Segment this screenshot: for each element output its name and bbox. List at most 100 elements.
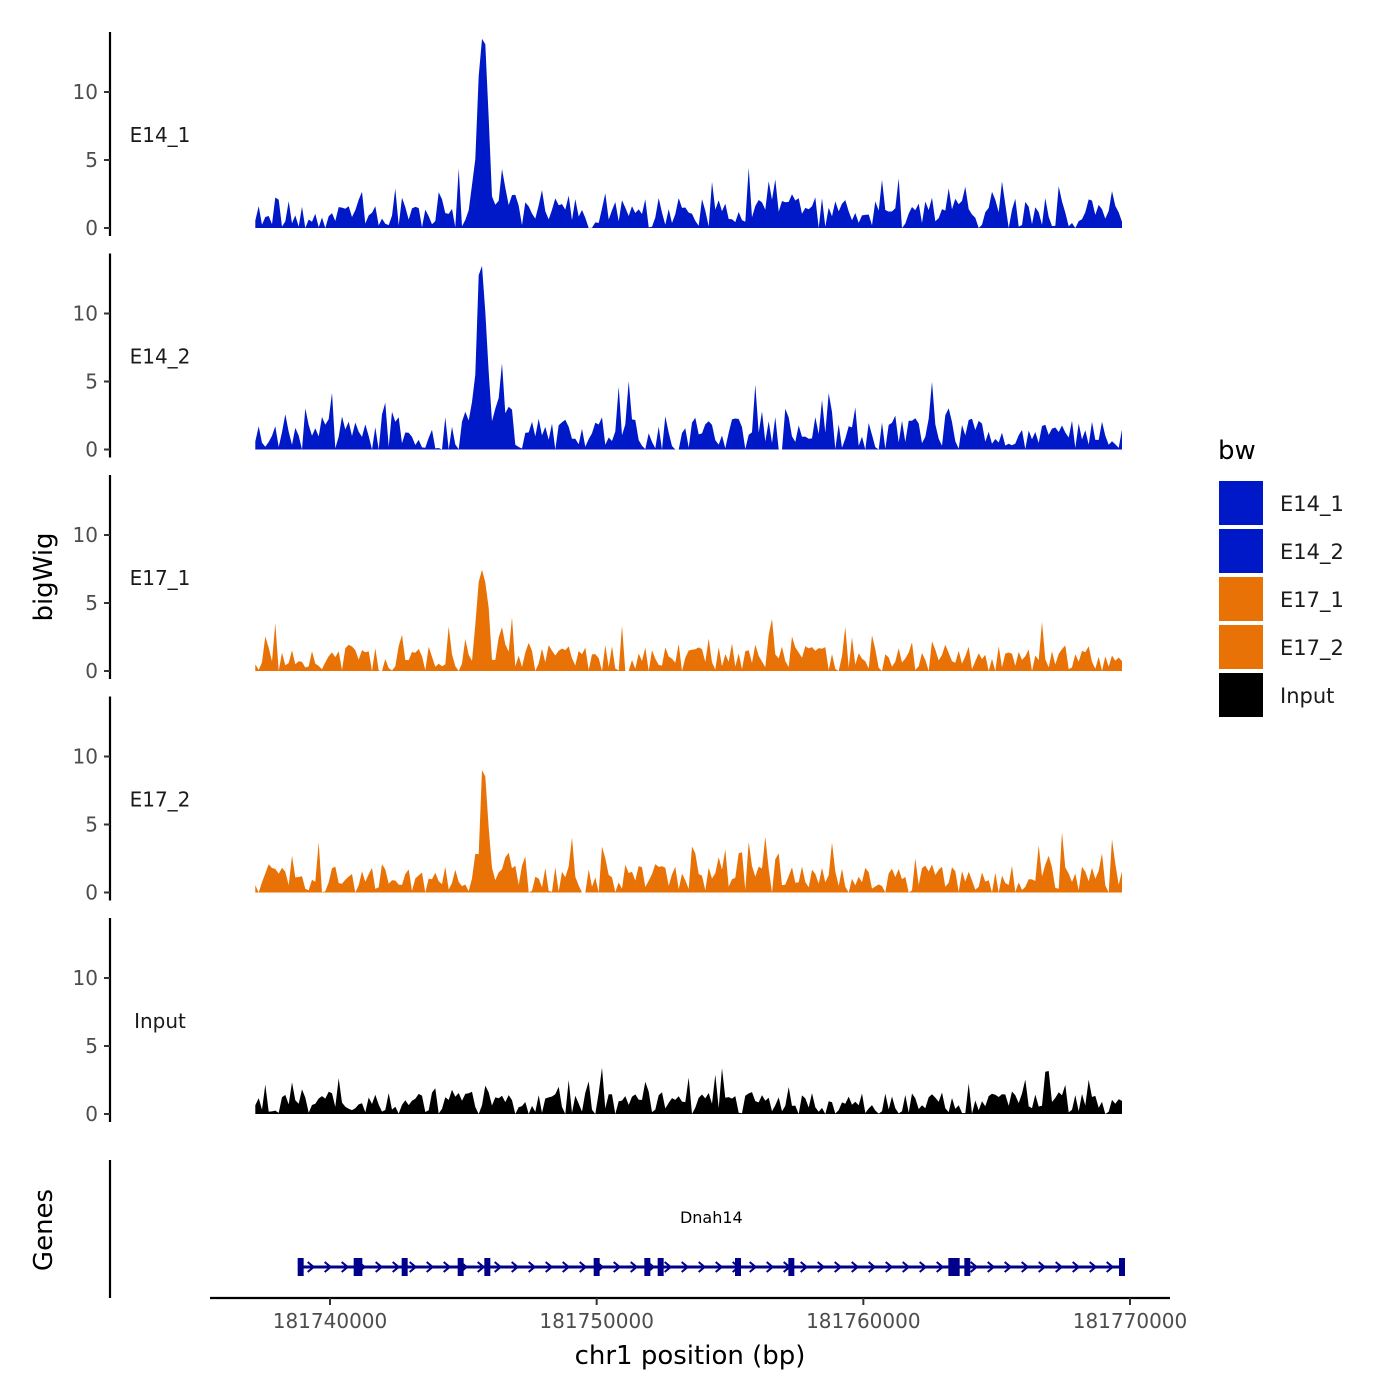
legend-label: E17_1 bbox=[1280, 588, 1344, 613]
x-axis-title: chr1 position (bp) bbox=[575, 1341, 806, 1371]
gene-name-label: Dnah14 bbox=[680, 1208, 743, 1227]
x-tick-label: 181750000 bbox=[539, 1309, 654, 1333]
legend-label: E14_2 bbox=[1280, 540, 1344, 565]
track-label: E17_2 bbox=[130, 788, 191, 812]
legend-key-Input bbox=[1217, 671, 1265, 719]
y-tick-label: 0 bbox=[85, 881, 98, 905]
x-tick-label: 181740000 bbox=[273, 1309, 388, 1333]
strand-chevron bbox=[409, 1261, 418, 1273]
track-E17_2: 0 5 10 E17_2 bbox=[73, 696, 1123, 905]
legend-label: Input bbox=[1280, 684, 1334, 708]
strand-chevron bbox=[1089, 1261, 1098, 1273]
strand-chevron bbox=[885, 1261, 894, 1273]
strand-chevron bbox=[715, 1261, 724, 1273]
track-E14_2: 0 5 10 E14_2 bbox=[73, 253, 1123, 462]
strand-chevron bbox=[562, 1261, 571, 1273]
legend-title: bw bbox=[1218, 436, 1256, 466]
legend-key-E14_1 bbox=[1217, 479, 1265, 527]
legend: bw E14_1 E14_2 E17_1 E17_2 Input bbox=[1217, 436, 1344, 719]
genes-axis-title: Genes bbox=[29, 1189, 59, 1271]
strand-chevron bbox=[749, 1261, 758, 1273]
strand-chevron bbox=[528, 1261, 537, 1273]
exon bbox=[593, 1258, 600, 1276]
signal-area-E17_1 bbox=[255, 569, 1123, 671]
strand-chevron bbox=[1072, 1261, 1081, 1273]
y-tick-label: 0 bbox=[85, 1102, 98, 1126]
strand-chevron bbox=[630, 1261, 639, 1273]
strand-chevron bbox=[426, 1261, 435, 1273]
strand-chevron bbox=[511, 1261, 520, 1273]
y-tick-label: 5 bbox=[85, 591, 98, 615]
strand-chevron bbox=[1038, 1261, 1047, 1273]
exon bbox=[401, 1258, 408, 1276]
exon bbox=[788, 1258, 795, 1276]
strand-chevron bbox=[766, 1261, 775, 1273]
exon bbox=[457, 1258, 464, 1276]
legend-label: E14_1 bbox=[1280, 492, 1344, 517]
strand-chevron bbox=[545, 1261, 554, 1273]
strand-chevron bbox=[477, 1261, 486, 1273]
signal-area-E14_2 bbox=[255, 265, 1123, 450]
y-tick-label: 10 bbox=[73, 523, 98, 547]
y-tick-label: 0 bbox=[85, 216, 98, 240]
exon bbox=[1119, 1258, 1125, 1276]
genes-panel: Genes Dnah14 bbox=[29, 1160, 1125, 1298]
exon bbox=[297, 1258, 304, 1276]
track-Input: 0 5 10 Input bbox=[73, 918, 1123, 1126]
legend-label: E17_2 bbox=[1280, 636, 1344, 661]
strand-chevron bbox=[324, 1261, 333, 1273]
strand-chevron bbox=[851, 1261, 860, 1273]
track-label: E17_1 bbox=[130, 566, 191, 590]
exon bbox=[356, 1258, 363, 1276]
strand-chevron bbox=[970, 1261, 979, 1273]
strand-chevron bbox=[341, 1261, 350, 1273]
strand-chevron bbox=[987, 1261, 996, 1273]
track-label: E14_2 bbox=[130, 345, 191, 369]
strand-chevron bbox=[307, 1261, 316, 1273]
strand-chevron bbox=[919, 1261, 928, 1273]
exon bbox=[657, 1258, 664, 1276]
strand-chevron bbox=[443, 1261, 452, 1273]
track-E17_1: 0 5 10 E17_1 bbox=[73, 475, 1123, 683]
strand-chevron bbox=[1055, 1261, 1064, 1273]
legend-key-E14_2 bbox=[1217, 527, 1265, 575]
y-tick-label: 10 bbox=[73, 80, 98, 104]
strand-chevron bbox=[681, 1261, 690, 1273]
strand-chevron bbox=[1106, 1261, 1115, 1273]
strand-chevron bbox=[664, 1261, 673, 1273]
x-axis: chr1 position (bp) 181740000 181750000 181… bbox=[210, 1296, 1188, 1371]
signal-area-Input bbox=[255, 1067, 1123, 1114]
exon bbox=[964, 1258, 971, 1276]
y-tick-label: 5 bbox=[85, 370, 98, 394]
strand-chevron bbox=[800, 1261, 809, 1273]
strand-chevron bbox=[579, 1261, 588, 1273]
strand-chevron bbox=[1004, 1261, 1013, 1273]
track-E14_1: 0 5 10 E14_1 bbox=[73, 32, 1123, 240]
strand-chevron bbox=[902, 1261, 911, 1273]
y-tick-label: 10 bbox=[73, 745, 98, 769]
legend-key-E17_2 bbox=[1217, 623, 1265, 671]
strand-chevron bbox=[392, 1261, 401, 1273]
x-tick-label: 181760000 bbox=[806, 1309, 921, 1333]
y-tick-label: 0 bbox=[85, 659, 98, 683]
exon bbox=[484, 1258, 491, 1276]
signal-tracks: 0 5 10 E14_1 0 5 10 E14_2 0 5 10 E17_1 0 5 10 E17_2 0 5 10… bbox=[73, 32, 1123, 1126]
y-tick-label: 5 bbox=[85, 813, 98, 837]
strand-chevron bbox=[817, 1261, 826, 1273]
strand-chevron bbox=[375, 1261, 384, 1273]
y-tick-label: 0 bbox=[85, 438, 98, 462]
x-tick-label: 181770000 bbox=[1073, 1309, 1188, 1333]
exon bbox=[948, 1258, 955, 1276]
exon bbox=[953, 1258, 960, 1276]
signal-area-E14_1 bbox=[255, 38, 1123, 229]
strand-chevron bbox=[1021, 1261, 1030, 1273]
strand-chevron bbox=[936, 1261, 945, 1273]
signal-area-E17_2 bbox=[255, 770, 1123, 893]
y-tick-label: 5 bbox=[85, 1034, 98, 1058]
strand-chevron bbox=[834, 1261, 843, 1273]
strand-chevron bbox=[613, 1261, 622, 1273]
y-axis-title-group: bigWig bbox=[29, 532, 59, 621]
track-label: Input bbox=[134, 1009, 186, 1033]
legend-key-E17_1 bbox=[1217, 575, 1265, 623]
